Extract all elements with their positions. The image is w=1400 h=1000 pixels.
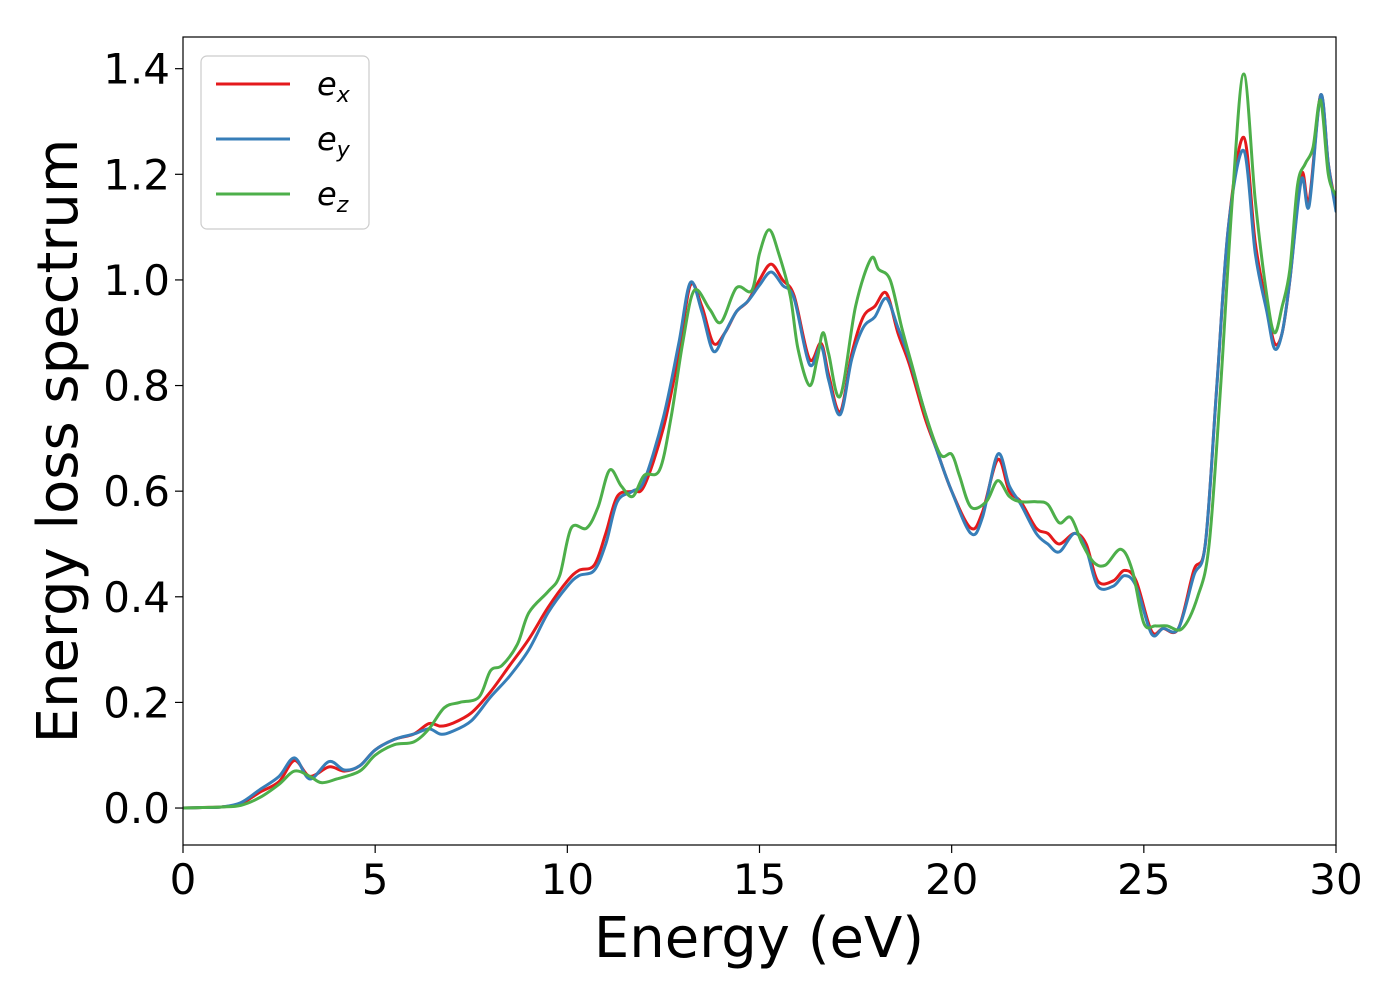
x-tick-label: 10 (541, 855, 594, 904)
y-axis: 0.0 0.2 0.4 0.6 0.8 1.0 1.2 1.4 (103, 45, 183, 833)
y-tick-label: 1.0 (103, 256, 170, 305)
y-tick-label: 0.0 (103, 784, 170, 833)
legend-label-e-x: ex (317, 65, 351, 108)
legend-label-e-z: ez (317, 175, 349, 218)
y-tick-label: 1.4 (103, 45, 170, 94)
x-axis: 0 5 10 15 20 25 30 (170, 845, 1363, 904)
y-tick-label: 0.4 (103, 573, 170, 622)
x-axis-label: Energy (eV) (594, 906, 924, 971)
series-line-e-y (183, 93, 1336, 810)
x-tick-label: 20 (925, 855, 978, 904)
legend-label-e-y: ey (317, 120, 351, 163)
y-axis-label: Energy loss spectrum (26, 139, 91, 744)
x-tick-label: 25 (1117, 855, 1170, 904)
y-tick-label: 0.8 (103, 362, 170, 411)
x-tick-label: 30 (1309, 855, 1362, 904)
plot-area (182, 36, 1337, 846)
x-tick-label: 15 (733, 855, 786, 904)
y-tick-label: 1.2 (103, 150, 170, 199)
y-tick-label: 0.6 (103, 467, 170, 516)
series-layer (183, 72, 1336, 810)
y-tick-label: 0.2 (103, 678, 170, 727)
x-tick-label: 0 (170, 855, 197, 904)
series-line-e-z (183, 72, 1336, 810)
x-tick-label: 5 (362, 855, 389, 904)
legend-box (200, 55, 370, 230)
legend: ex ey ez (200, 55, 370, 230)
